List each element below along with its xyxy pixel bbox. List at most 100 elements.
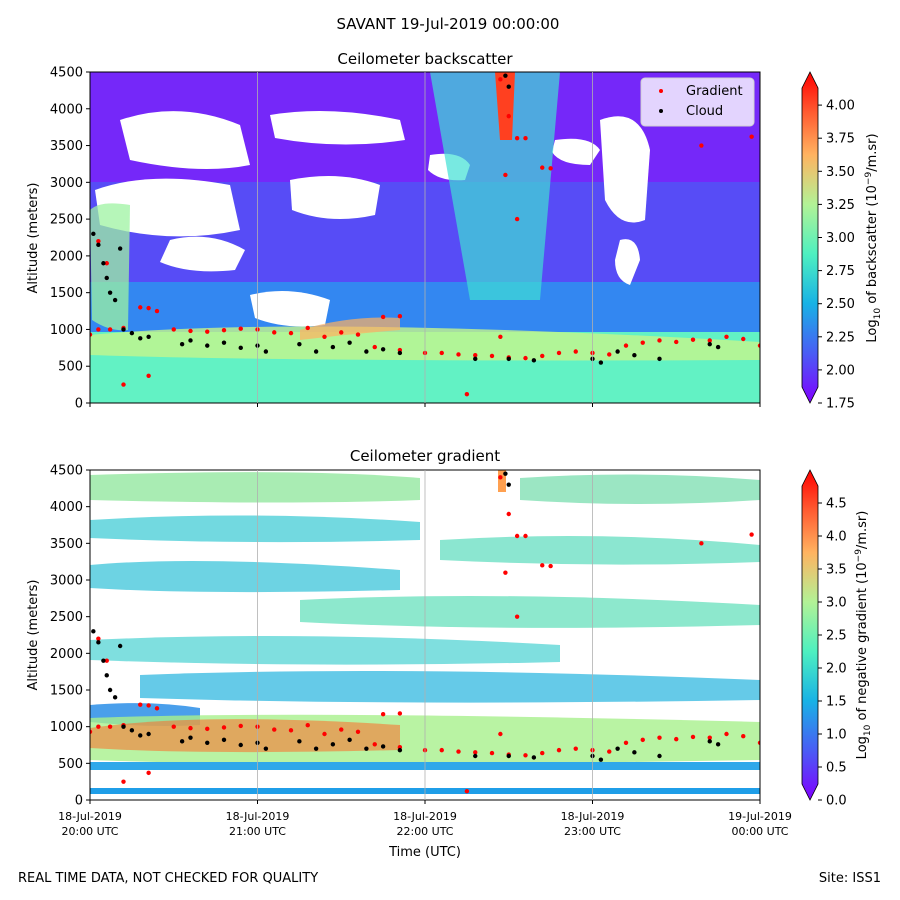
colorbar-tick-label: 3.00 bbox=[826, 231, 855, 246]
gradient-point bbox=[640, 340, 645, 345]
gradient-point bbox=[146, 703, 151, 708]
gradient-point bbox=[473, 750, 478, 755]
gradient-point bbox=[699, 541, 704, 546]
gradient-point bbox=[146, 770, 151, 776]
gradient-point bbox=[749, 134, 754, 139]
colorbar-tick-label: 1.75 bbox=[826, 397, 855, 412]
cloud-point bbox=[598, 360, 604, 365]
gradient-point bbox=[674, 339, 679, 345]
y-tick-label: 1500 bbox=[50, 286, 83, 301]
cloud-point bbox=[615, 746, 620, 751]
gradient-title: Ceilometer gradient bbox=[350, 447, 500, 465]
gradient-point bbox=[674, 736, 679, 742]
backscatter-colorbar-label: Log10 of backscatter (10−9/m.sr) bbox=[864, 133, 883, 342]
gradient-point bbox=[107, 724, 113, 729]
cloud-point bbox=[330, 742, 336, 747]
gradient-point bbox=[205, 726, 210, 732]
colorbar-tick-label: 4.0 bbox=[826, 530, 847, 545]
x-tick-label-time: 00:00 UTC bbox=[731, 825, 788, 838]
gradient-point bbox=[749, 532, 754, 537]
suptitle: SAVANT 19-Jul-2019 00:00:00 bbox=[337, 15, 560, 33]
cloud-point bbox=[313, 746, 319, 751]
gradient-xlabel: Time (UTC) bbox=[388, 845, 461, 860]
colorbar-tick-label: 2.5 bbox=[826, 629, 847, 644]
cloud-point bbox=[117, 246, 123, 251]
cloud-point bbox=[531, 755, 537, 760]
cloud-point bbox=[364, 746, 369, 751]
gradient-point bbox=[154, 706, 160, 711]
gradient-point bbox=[138, 702, 143, 707]
gradient-xaxis: 18-Jul-2019 20:00 UTC 18-Jul-2019 21:00 UTC… bbox=[58, 800, 792, 838]
y-tick-label: 500 bbox=[58, 757, 83, 772]
cloud-point bbox=[503, 73, 508, 78]
gradient-point bbox=[372, 344, 377, 350]
gradient-point bbox=[523, 355, 528, 361]
gradient-point bbox=[146, 305, 151, 311]
gradient-point bbox=[657, 735, 662, 740]
gradient-point bbox=[221, 725, 227, 730]
backscatter-ylabel: Altitude (meters) bbox=[26, 183, 41, 294]
cloud-point bbox=[112, 695, 118, 700]
gradient-point bbox=[498, 334, 503, 339]
gradient-point bbox=[489, 750, 495, 756]
legend: Gradient Cloud bbox=[640, 77, 755, 127]
cloud-point bbox=[707, 739, 712, 744]
cloud-point bbox=[506, 84, 511, 89]
legend-cloud-marker bbox=[659, 109, 663, 113]
gradient-gridlines bbox=[257, 470, 593, 800]
cloud-point bbox=[107, 290, 113, 295]
gradient-point bbox=[573, 746, 578, 751]
gradient-point bbox=[540, 165, 545, 170]
y-tick-label: 4000 bbox=[50, 500, 83, 515]
colorbar-tick-label: 1.0 bbox=[826, 728, 847, 743]
cloud-point bbox=[121, 724, 126, 729]
gradient-point bbox=[355, 332, 361, 337]
cloud-point bbox=[313, 349, 319, 354]
y-tick-label: 3500 bbox=[50, 139, 83, 154]
gradient-point bbox=[288, 728, 294, 733]
y-tick-label: 3000 bbox=[50, 574, 83, 589]
cloud-point bbox=[506, 753, 511, 759]
cloud-point bbox=[91, 629, 96, 634]
gradient-point bbox=[514, 533, 520, 539]
colorbar-tick-label: 3.25 bbox=[826, 198, 855, 213]
x-tick-label-date: 18-Jul-2019 bbox=[561, 810, 625, 823]
y-tick-label: 3500 bbox=[50, 537, 83, 552]
y-tick-label: 500 bbox=[58, 360, 83, 375]
gradient-point bbox=[146, 373, 151, 378]
gradient-point bbox=[724, 731, 729, 737]
x-tick-label-time: 22:00 UTC bbox=[396, 825, 453, 838]
gradient-point bbox=[188, 725, 193, 731]
gradient-point bbox=[380, 712, 386, 717]
gradient-point bbox=[623, 740, 629, 745]
cloud-point bbox=[615, 349, 620, 354]
cloud-point bbox=[121, 327, 126, 332]
gradient-point bbox=[322, 334, 327, 339]
cloud-point bbox=[238, 742, 243, 748]
cloud-point bbox=[146, 731, 151, 737]
gradient-point bbox=[380, 314, 386, 320]
gradient-point bbox=[514, 614, 520, 619]
y-tick-label: 1000 bbox=[50, 323, 83, 338]
colorbar-tick-label: 2.00 bbox=[826, 363, 855, 378]
cloud-point bbox=[221, 340, 227, 345]
cloud-point bbox=[179, 341, 185, 347]
cloud-point bbox=[503, 471, 508, 476]
cloud-point bbox=[657, 356, 662, 362]
legend-gradient-marker bbox=[659, 89, 663, 93]
gradient-point bbox=[90, 332, 93, 337]
gradient-point bbox=[514, 136, 520, 141]
cloud-point bbox=[297, 341, 302, 347]
gradient-point bbox=[473, 352, 478, 358]
gradient-point bbox=[90, 729, 93, 734]
cloud-point bbox=[473, 356, 478, 362]
gradient-point bbox=[456, 749, 461, 754]
gradient-point bbox=[757, 740, 760, 745]
cloud-point bbox=[104, 275, 109, 281]
gradient-point bbox=[322, 731, 327, 737]
gradient-point bbox=[205, 329, 210, 334]
gradient-point bbox=[556, 747, 562, 753]
gradient-point bbox=[506, 511, 511, 517]
gradient-point bbox=[154, 308, 160, 314]
